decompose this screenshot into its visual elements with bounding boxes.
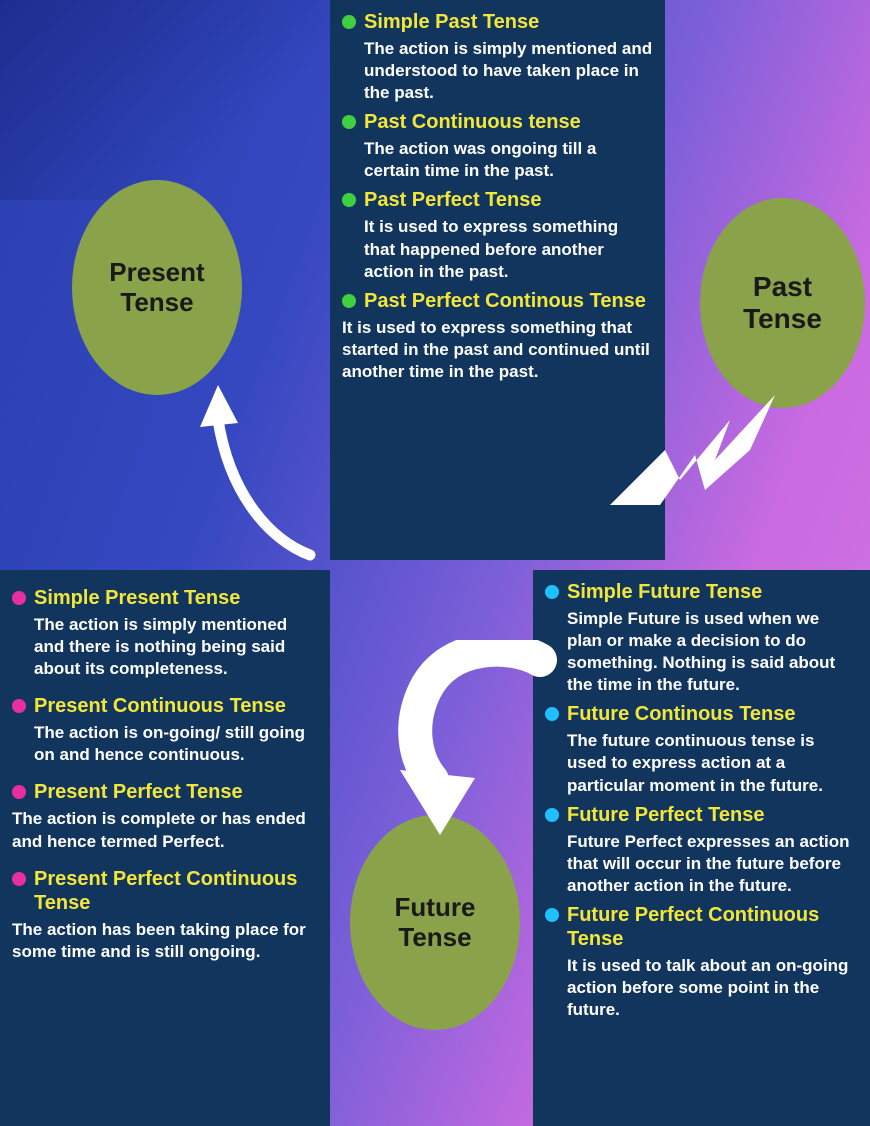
tense-title: Simple Future Tense [567, 580, 762, 604]
tense-desc: It is used to talk about an on-going act… [545, 955, 858, 1021]
past-item-4: Past Perfect Continous Tense It is used … [342, 289, 653, 383]
bg-corner-shade [0, 0, 340, 200]
present-item-4: Present Perfect Continuous Tense The act… [12, 867, 318, 963]
panel-present: Simple Present Tense The action is simpl… [0, 570, 330, 1126]
arrow-to-present-icon [180, 375, 340, 565]
tense-title: Present Perfect Tense [34, 780, 243, 804]
tense-title: Simple Past Tense [364, 10, 539, 34]
bullet-icon [12, 699, 26, 713]
tense-desc: The action has been taking place for som… [12, 919, 318, 963]
bullet-icon [12, 872, 26, 886]
tense-desc: The action is on-going/ still going on a… [12, 722, 318, 766]
past-item-2: Past Continuous tense The action was ong… [342, 110, 653, 182]
oval-past: Past Tense [700, 198, 865, 408]
tense-desc: It is used to express something that sta… [342, 317, 653, 383]
bullet-icon [342, 115, 356, 129]
oval-future: Future Tense [350, 815, 520, 1030]
bullet-icon [342, 294, 356, 308]
bullet-icon [342, 193, 356, 207]
arrow-to-future-icon [370, 640, 560, 840]
bullet-icon [12, 591, 26, 605]
oval-label-line1: Present [109, 257, 204, 287]
oval-label-line1: Future [395, 892, 476, 922]
future-item-4: Future Perfect Continuous Tense It is us… [545, 903, 858, 1021]
oval-present: Present Tense [72, 180, 242, 395]
tense-desc: It is used to express something that hap… [342, 216, 653, 282]
panel-future: Simple Future Tense Simple Future is use… [533, 570, 870, 1126]
tense-title: Future Perfect Tense [567, 803, 764, 827]
tense-desc: The action was ongoing till a certain ti… [342, 138, 653, 182]
tense-title: Future Continous Tense [567, 702, 796, 726]
tense-desc: Future Perfect expresses an action that … [545, 831, 858, 897]
tense-title: Past Perfect Continous Tense [364, 289, 646, 313]
tense-title: Past Continuous tense [364, 110, 581, 134]
bullet-icon [545, 908, 559, 922]
oval-label-line2: Tense [743, 303, 822, 334]
present-item-2: Present Continuous Tense The action is o… [12, 694, 318, 766]
tense-desc: The action is simply mentioned and under… [342, 38, 653, 104]
tense-desc: Simple Future is used when we plan or ma… [545, 608, 858, 696]
tense-title: Present Continuous Tense [34, 694, 286, 718]
tense-desc: The future continuous tense is used to e… [545, 730, 858, 796]
tense-title: Present Perfect Continuous Tense [34, 867, 318, 915]
present-item-3: Present Perfect Tense The action is comp… [12, 780, 318, 852]
past-item-3: Past Perfect Tense It is used to express… [342, 188, 653, 282]
oval-label-line2: Tense [398, 922, 471, 952]
past-item-1: Simple Past Tense The action is simply m… [342, 10, 653, 104]
tense-desc: The action is simply mentioned and there… [12, 614, 318, 680]
tense-title: Future Perfect Continuous Tense [567, 903, 858, 951]
present-item-1: Simple Present Tense The action is simpl… [12, 586, 318, 680]
arrow-to-past-icon [610, 390, 780, 520]
oval-label-line1: Past [753, 271, 812, 302]
bullet-icon [12, 785, 26, 799]
bullet-icon [545, 585, 559, 599]
future-item-3: Future Perfect Tense Future Perfect expr… [545, 803, 858, 897]
tense-desc: The action is complete or has ended and … [12, 808, 318, 852]
future-item-2: Future Continous Tense The future contin… [545, 702, 858, 796]
tense-title: Past Perfect Tense [364, 188, 542, 212]
tense-title: Simple Present Tense [34, 586, 240, 610]
future-item-1: Simple Future Tense Simple Future is use… [545, 580, 858, 696]
bullet-icon [342, 15, 356, 29]
oval-label-line2: Tense [120, 287, 193, 317]
